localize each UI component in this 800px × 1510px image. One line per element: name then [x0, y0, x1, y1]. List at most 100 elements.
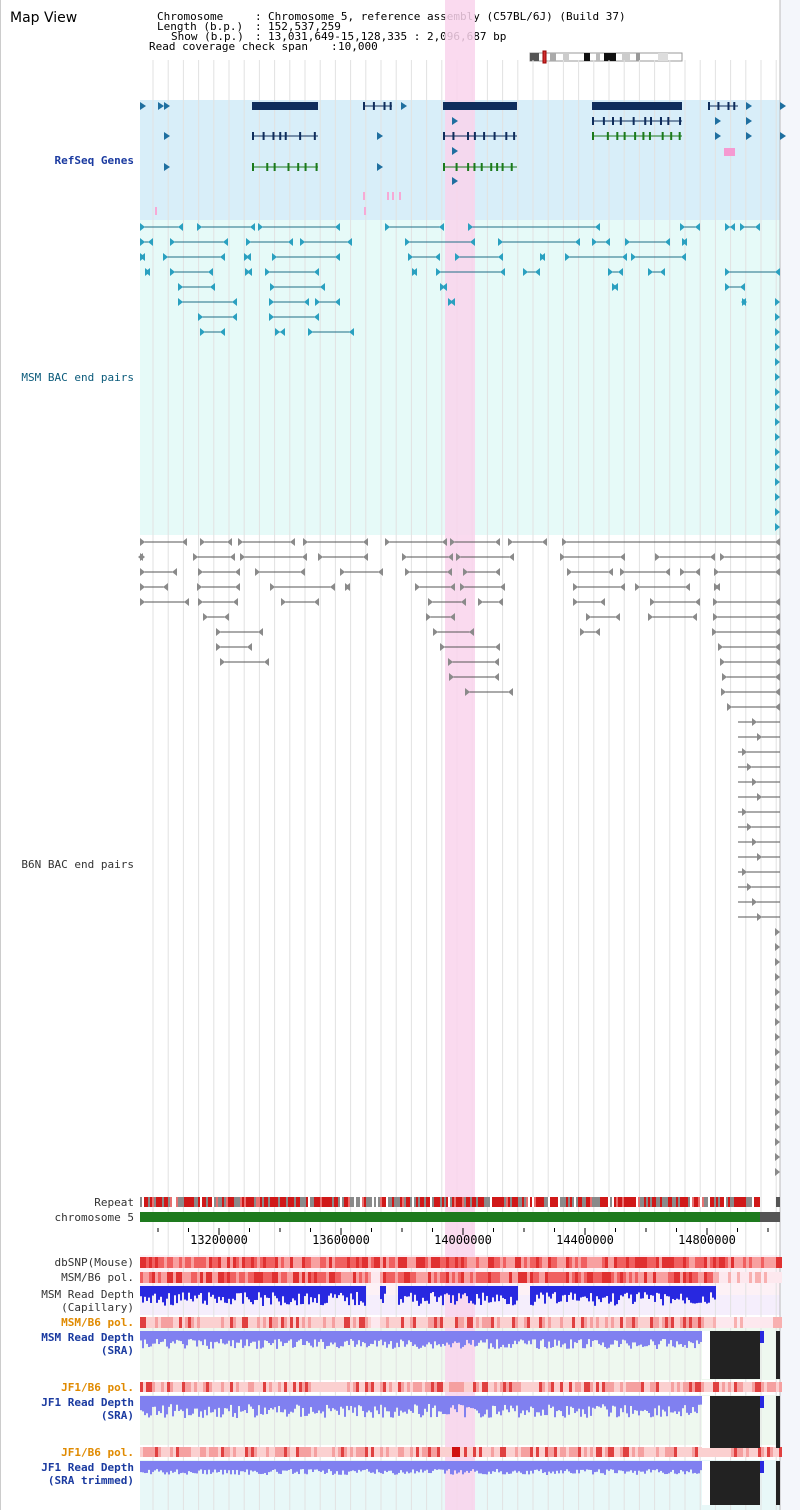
right-scroll-area[interactable]: [780, 0, 800, 1510]
jf1-trim-depth-bar: [462, 1461, 464, 1475]
jf1-sra-depth-bar: [258, 1396, 260, 1406]
jf1-sra-depth-bar: [580, 1396, 582, 1417]
capillary-depth-bar: [202, 1286, 204, 1304]
chromosome-ideogram[interactable]: [529, 50, 683, 64]
msm-sra-depth-bar: [224, 1331, 226, 1345]
msm-bac-track[interactable]: [140, 223, 780, 531]
dbsnp-cell: [161, 1257, 164, 1268]
jf1-b6-pol2-cell: [521, 1447, 524, 1457]
repeat-element: [490, 1197, 492, 1207]
jf1-b6-pol2-cell: [236, 1447, 239, 1457]
msm-sra-depth-bar: [532, 1331, 534, 1340]
gene-exon: [443, 163, 445, 171]
jf1-sra-depth-bar: [268, 1396, 270, 1410]
dbsnp-cell: [545, 1257, 548, 1268]
jf1-b6-pol2-cell: [419, 1447, 422, 1457]
repeat-element: [300, 1197, 302, 1207]
jf1-trim-depth-bar: [328, 1461, 330, 1470]
gene-exon: [467, 163, 470, 171]
msm-b6-pol-cell: [317, 1272, 320, 1283]
dbsnp-cell: [173, 1257, 176, 1268]
repeat-track[interactable]: [140, 1197, 780, 1207]
jf1-trim-depth-bar: [496, 1461, 498, 1470]
msm-b6-pol-cell: [629, 1272, 632, 1283]
msm-b6-pol-cell: [773, 1272, 776, 1283]
msm-sra-depth-bar: [364, 1331, 366, 1344]
coordinate-axis: 13200000 13600000 14000000 14400000 14800000: [157, 1228, 769, 1247]
capillary-depth-bar: [440, 1286, 442, 1296]
capillary-depth-bar: [600, 1286, 602, 1303]
jf1-b6-pol2-cell: [203, 1447, 206, 1457]
polymorphism-heat-tracks[interactable]: [140, 1257, 782, 1457]
msm-sra-depth-bar: [256, 1331, 258, 1349]
jf1-b6-pol2-cell: [182, 1447, 185, 1457]
b6n-bac-end: [264, 658, 269, 666]
jf1-sra-depth-bar: [592, 1396, 594, 1408]
msm-b6-pol-cell: [434, 1272, 437, 1283]
dbsnp-cell: [278, 1257, 281, 1268]
b6n-bac-track[interactable]: [138, 538, 780, 1176]
jf1-sra-depth-bar: [322, 1396, 324, 1412]
jf1-sra-depth-bar: [552, 1396, 554, 1407]
b6n-bac-end: [714, 568, 719, 576]
gene-tick: [363, 192, 365, 200]
jf1-b6-pol2-cell: [506, 1447, 509, 1457]
repeat-element: [288, 1197, 290, 1207]
jf1-trim-depth-bar: [286, 1461, 288, 1471]
jf1-trim-depth-bar: [332, 1461, 334, 1475]
repeat-element: [402, 1197, 404, 1207]
repeat-element: [440, 1197, 442, 1207]
jf1-sra-depth-bar: [540, 1396, 542, 1416]
jf1-sra-depth-bar: [594, 1396, 596, 1409]
jf1-b6-pol2-cell: [464, 1447, 467, 1457]
dbsnp-cell: [347, 1257, 350, 1268]
capillary-depth-bar: [474, 1286, 476, 1305]
jf1-b6-pol-cell: [620, 1382, 623, 1392]
jf1-b6-pol2-cell: [221, 1447, 224, 1457]
b6n-bac-end: [775, 958, 780, 966]
msm-b6-pol-cell: [701, 1272, 704, 1283]
jf1-trim-depth-bar: [272, 1461, 274, 1470]
msm-b6-pol2-cell: [155, 1317, 158, 1328]
msm-b6-pol-cell: [779, 1272, 782, 1283]
jf1-b6-pol-cell: [194, 1382, 197, 1392]
repeat-element: [316, 1197, 318, 1207]
capillary-depth-bar: [358, 1286, 360, 1305]
msm-b6-pol2-cell: [749, 1317, 752, 1328]
jf1-b6-pol-cell: [488, 1382, 491, 1392]
jf1-sra-depth-bar: [698, 1396, 700, 1405]
refseq-gene-track[interactable]: [140, 102, 786, 215]
capillary-depth-bar: [446, 1286, 448, 1294]
msm-sra-depth-bar: [176, 1331, 178, 1340]
capillary-depth-bar: [326, 1286, 328, 1303]
capillary-depth-bar: [400, 1286, 402, 1300]
jf1-trim-depth-bar: [266, 1461, 268, 1475]
capillary-depth-bar: [406, 1286, 408, 1297]
repeat-element: [606, 1197, 608, 1207]
capillary-depth-bar: [192, 1286, 194, 1302]
capillary-depth-bar: [264, 1286, 266, 1296]
jf1-trim-depth-bar: [158, 1461, 160, 1472]
msm-b6-pol2-cell: [548, 1317, 551, 1328]
jf1-sra-depth-bar: [478, 1396, 480, 1414]
capillary-depth-bar: [534, 1286, 536, 1302]
gene-exon: [313, 132, 316, 140]
jf1-sra-depth-bar: [538, 1396, 540, 1413]
jf1-b6-pol2-cell: [752, 1447, 755, 1457]
jf1-trim-depth-bar: [498, 1461, 500, 1473]
msm-bac-end: [775, 343, 780, 351]
msm-b6-pol2-cell: [644, 1317, 647, 1328]
msm-b6-pol2-cell: [416, 1317, 419, 1328]
jf1-b6-pol2-cell: [173, 1447, 176, 1457]
chromosome-bar[interactable]: [140, 1212, 780, 1222]
repeat-element: [278, 1197, 280, 1207]
dbsnp-cell: [407, 1257, 410, 1268]
msm-sra-depth-bar: [322, 1331, 324, 1342]
dbsnp-cell: [437, 1257, 440, 1268]
msm-sra-depth-bar: [236, 1331, 238, 1343]
read-depth-tracks[interactable]: [140, 1286, 780, 1505]
jf1-b6-pol2-cell: [164, 1447, 167, 1457]
jf1-b6-pol2-cell: [707, 1447, 710, 1457]
repeat-element: [658, 1197, 660, 1207]
